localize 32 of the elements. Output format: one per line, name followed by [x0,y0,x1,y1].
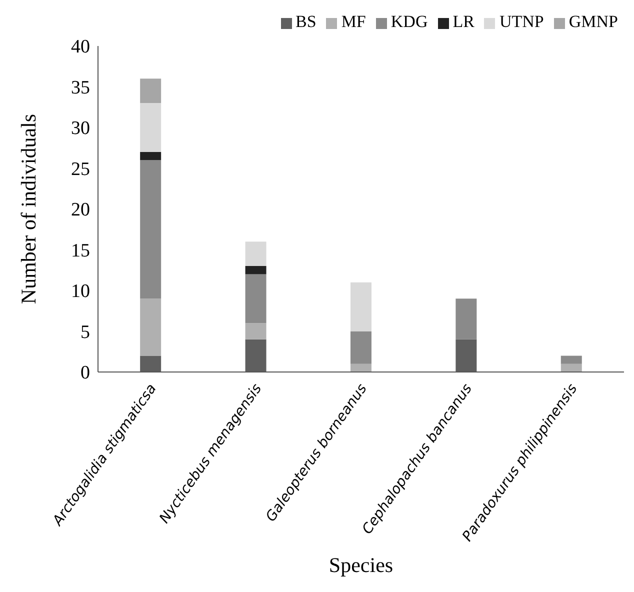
y-tick-label: 25 [71,158,90,180]
legend-label: BS [296,12,316,31]
y-tick-label: 0 [80,362,90,384]
legend-label: LR [452,12,474,31]
bar [140,152,162,160]
y-tick-label: 20 [71,200,90,221]
legend-label: UTNP [499,12,544,31]
y-tick-label: 10 [71,281,90,302]
y-tick-label: 40 [71,36,90,58]
bar [245,266,266,274]
y-tick-label: 15 [71,240,90,262]
bar [140,298,162,356]
bar [456,298,477,340]
bar [560,356,582,364]
bar [560,364,582,372]
legend-label: GMNP [568,12,618,31]
y-tick-label: 5 [80,322,90,343]
y-tick-label: 30 [71,118,90,140]
bar [140,78,162,104]
bar [350,364,372,372]
bar [350,331,372,364]
bar [140,160,162,299]
x-axis-title: Species [328,553,394,577]
bar [350,282,372,332]
bar [245,274,266,324]
legend-label: KDG [390,12,428,31]
y-tick-label: 35 [71,77,90,98]
bar [140,103,162,152]
legend-label: MF [341,12,366,31]
y-axis-title: Number of individuals [16,114,40,304]
bar [245,242,266,266]
bar [245,323,266,340]
